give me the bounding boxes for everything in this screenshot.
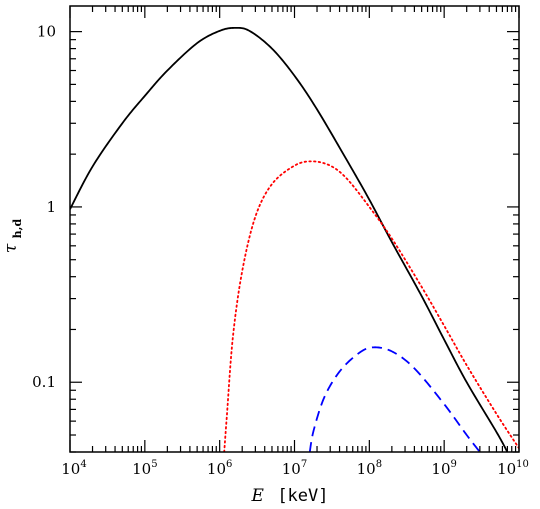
y-tick-label: 1 <box>46 198 56 216</box>
x-axis-unit: [keV] <box>277 486 328 506</box>
x-tick-label: 108 <box>357 459 382 478</box>
y-axis-subscript: h,d <box>11 219 24 239</box>
axis-ticks <box>69 6 520 453</box>
y-tick-label: 0.1 <box>32 373 56 391</box>
x-tick-label: 109 <box>431 459 456 478</box>
dashed-curve <box>308 346 481 452</box>
solid-curve <box>70 26 509 452</box>
y-axis-symbol: τ <box>1 243 21 253</box>
x-tick-label: 107 <box>282 459 307 478</box>
x-tick-label: 104 <box>61 459 86 478</box>
x-tick-label: 1010 <box>497 459 529 478</box>
x-tick-label: 106 <box>207 459 232 478</box>
plot-content <box>70 26 519 452</box>
x-tick-label: 105 <box>132 459 157 478</box>
tick-labels: 104 105 106 107 108 109 1010 0.1 1 10 <box>32 23 529 478</box>
plot-frame <box>69 5 520 453</box>
y-axis-label: τ h,d <box>1 219 24 254</box>
dotted-curve <box>223 160 519 452</box>
x-axis-label: E [keV] <box>250 486 328 506</box>
y-tick-label: 10 <box>37 23 56 41</box>
x-axis-symbol: E <box>250 486 264 506</box>
